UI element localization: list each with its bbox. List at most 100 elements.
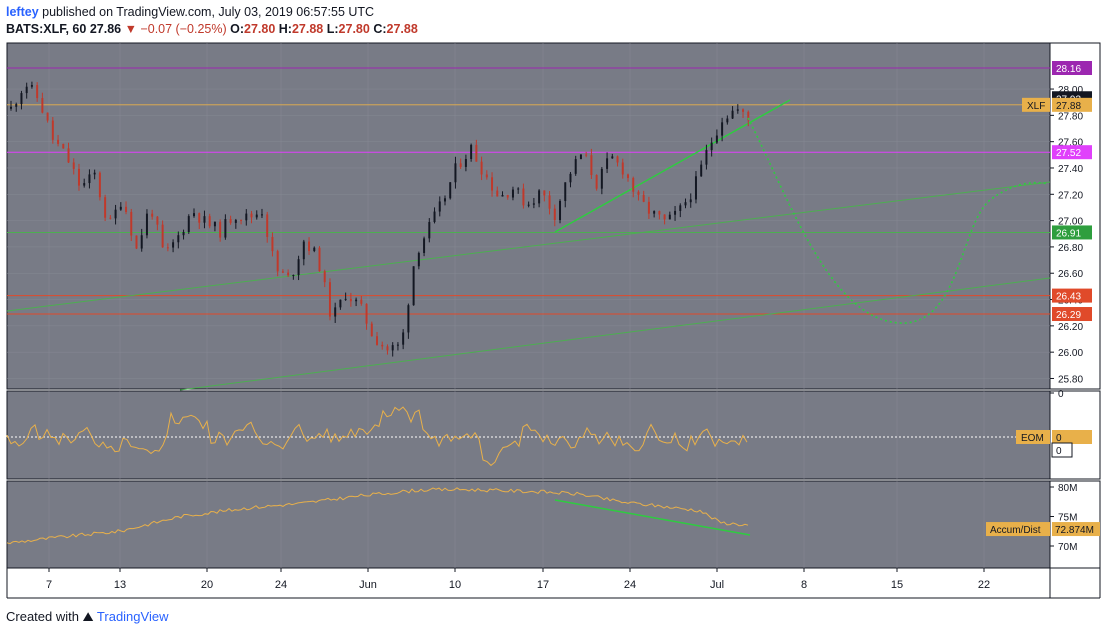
- candle-body: [318, 247, 321, 272]
- candle-body: [647, 201, 650, 214]
- candle-body: [344, 298, 347, 300]
- eom-pane: [6, 390, 1051, 480]
- trendline-support: [554, 99, 791, 233]
- candle-body: [642, 194, 645, 202]
- candle-body: [172, 242, 175, 248]
- candle-body: [287, 272, 290, 276]
- svg-text:28.16: 28.16: [1056, 64, 1081, 75]
- candle-body: [260, 214, 263, 216]
- price-tick-label: 26.20: [1058, 322, 1083, 333]
- candle-body: [747, 111, 750, 121]
- high-label: H:: [278, 22, 292, 36]
- price-tick-label: 27.60: [1058, 138, 1083, 149]
- candle-body: [166, 247, 169, 249]
- candle-body: [229, 219, 232, 223]
- candle-body: [464, 158, 467, 167]
- candle-body: [475, 144, 478, 162]
- candle-body: [266, 214, 269, 237]
- eom-top-tick: 0: [1058, 389, 1064, 400]
- candle-body: [313, 247, 316, 252]
- time-tick-label: Jul: [710, 579, 724, 591]
- candle-body: [705, 150, 708, 165]
- ad-divergence-line: [554, 499, 751, 536]
- candle-body: [496, 190, 499, 197]
- candle-body: [632, 177, 635, 192]
- candle-body: [606, 158, 609, 169]
- candle-body: [114, 209, 117, 219]
- candle-body: [585, 154, 588, 156]
- price-tick-label: 25.80: [1058, 374, 1083, 385]
- candle-body: [574, 159, 577, 174]
- candle-body: [485, 174, 488, 178]
- svg-text:26.29: 26.29: [1056, 310, 1081, 321]
- candle-body: [742, 109, 745, 112]
- candle-body: [46, 112, 49, 121]
- level-tag-28-16: 28.16: [1052, 60, 1092, 75]
- level-tag-26-29: 26.29: [1052, 307, 1092, 322]
- candle-body: [579, 154, 582, 160]
- candle-body: [67, 148, 70, 163]
- candle-body: [663, 214, 666, 220]
- candle-body: [93, 172, 96, 175]
- candle-body: [365, 303, 368, 324]
- eom-name-tag: [1016, 430, 1050, 444]
- candle-body: [438, 201, 441, 212]
- candle-body: [125, 206, 128, 212]
- trendline-upper-channel: [6, 181, 1051, 312]
- price-tick-label: 26.80: [1058, 243, 1083, 254]
- candle-body: [700, 164, 703, 177]
- ad-value-text: 72.874M: [1055, 525, 1094, 536]
- candlesticks: [10, 81, 750, 357]
- publish-line: leftey published on TradingView.com, Jul…: [6, 5, 374, 19]
- candle-body: [98, 172, 101, 198]
- svg-text:0: 0: [1056, 433, 1062, 444]
- candle-body: [376, 336, 379, 345]
- level-tag-26-43: 26.43: [1052, 288, 1092, 303]
- ad-pane: [6, 480, 1051, 569]
- candle-body: [433, 211, 436, 223]
- candle-body: [396, 344, 399, 346]
- candle-body: [10, 106, 12, 109]
- candle-body: [715, 135, 718, 143]
- candle-body: [736, 109, 739, 111]
- candle-body: [370, 323, 373, 337]
- candle-body: [454, 163, 457, 183]
- candle-body: [679, 205, 682, 211]
- candle-body: [151, 213, 154, 217]
- candle-body: [349, 298, 352, 302]
- open-label: O:: [230, 22, 244, 36]
- ad-name-text: Accum/Dist: [990, 525, 1041, 536]
- candle-body: [391, 345, 394, 351]
- time-tick-label: 17: [537, 579, 549, 591]
- high-value: 27.88: [291, 22, 324, 36]
- candle-body: [616, 156, 619, 163]
- candle-body: [250, 213, 253, 218]
- time-tick-label: 10: [449, 579, 461, 591]
- candle-body: [308, 241, 311, 252]
- candle-body: [668, 214, 671, 220]
- candle-body: [57, 139, 60, 144]
- price-tick-label: 27.80: [1058, 111, 1083, 122]
- candle-body: [721, 122, 724, 136]
- candle-body: [62, 143, 65, 149]
- candle-body: [595, 175, 598, 189]
- candle-body: [522, 188, 525, 206]
- candle-body: [255, 214, 258, 218]
- xlf-name-text: XLF: [1027, 101, 1045, 112]
- price-tick-label: 27.20: [1058, 190, 1083, 201]
- candle-body: [538, 190, 541, 204]
- svg-text:26.91: 26.91: [1056, 228, 1081, 239]
- trendline-lower-channel: [179, 277, 1051, 391]
- xlf-name-tag: [1022, 97, 1050, 112]
- level-tag-27-52: 27.52: [1052, 145, 1092, 160]
- footer: Created with ⛰ TradingView: [6, 609, 168, 625]
- candle-body: [30, 85, 33, 87]
- candle-body: [161, 224, 164, 248]
- author-link[interactable]: leftey: [6, 5, 39, 19]
- tradingview-brand[interactable]: TradingView: [96, 609, 169, 624]
- candle-body: [731, 110, 734, 119]
- candle-body: [381, 344, 384, 347]
- candle-body: [145, 213, 148, 236]
- candle-body: [501, 194, 504, 197]
